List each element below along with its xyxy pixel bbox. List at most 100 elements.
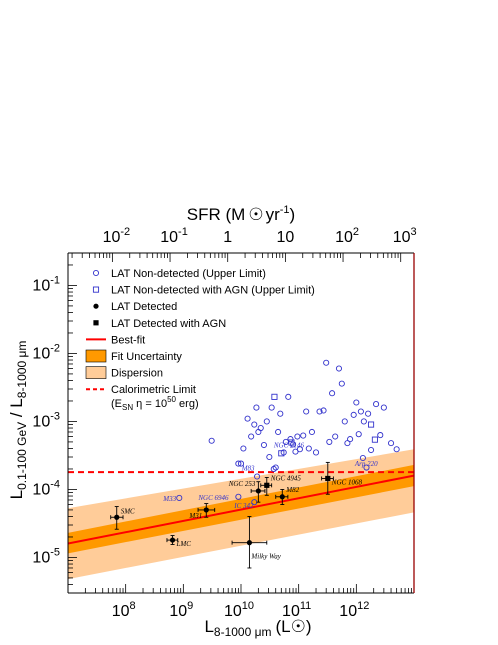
upper-limit-agn-point xyxy=(288,439,295,446)
upper-limit-point xyxy=(248,433,255,440)
legend-label: Fit Uncertainty xyxy=(111,351,182,363)
galaxy-label: NGC 4945 xyxy=(270,474,302,482)
upper-limit-point xyxy=(335,365,343,372)
upper-limit-point xyxy=(303,408,310,415)
upper-limit-point xyxy=(308,428,316,436)
x-tick-label: 1010 xyxy=(224,600,254,620)
x-axis-title: L8-1000 μm (L☉) xyxy=(204,617,311,639)
tick-exponent: 12 xyxy=(357,600,369,612)
upper-limit-point xyxy=(208,437,215,444)
tick-exponent: -1 xyxy=(50,274,60,286)
tick-base: 10 xyxy=(32,549,50,566)
top-tick-label: 1 xyxy=(223,229,232,246)
upper-limit-point xyxy=(300,432,307,439)
y-tick-label: 10-1 xyxy=(32,274,60,294)
upper-limit-point xyxy=(176,494,183,501)
note-part: η = 10 xyxy=(133,398,167,410)
legend-marker xyxy=(92,286,100,293)
upper-limit-point xyxy=(338,380,345,387)
upper-limit-point xyxy=(285,393,292,400)
axes: 108 109 1010 1011 101210-510-410-310-210-110… xyxy=(32,226,416,620)
tick-exponent: -2 xyxy=(120,226,130,238)
galaxy-label: Arp 220 xyxy=(354,460,378,468)
upper-limit-point xyxy=(380,404,387,411)
upper-limit-point xyxy=(326,438,333,445)
upper-limit-point xyxy=(305,445,312,452)
top-tick-label: 10-1 xyxy=(160,226,188,246)
upper-limit-point xyxy=(294,433,301,440)
legend-label: Best-fit xyxy=(111,334,145,346)
detected-agn-point xyxy=(325,475,331,482)
tick-exponent: 3 xyxy=(411,226,417,238)
plot-area: Arp 220 NGC 2146 M33 NGC 6946 M83 IC 342 SMC LM… xyxy=(68,359,414,580)
tick-base: 10 xyxy=(339,603,357,620)
legend-marker xyxy=(93,303,99,309)
upper-limit-point xyxy=(266,453,273,461)
upper-limit-point xyxy=(254,473,261,480)
solar-symbol: ☉ xyxy=(291,617,306,636)
galaxy-label: IC 342 xyxy=(233,502,254,510)
upper-limit-point xyxy=(260,441,267,449)
tick-exponent: -3 xyxy=(50,410,60,422)
upper-limit-point xyxy=(287,436,294,443)
legend-marker xyxy=(93,320,99,326)
upper-limit-point xyxy=(368,446,375,454)
upper-limit-point xyxy=(360,418,367,425)
top-axis-title: SFR (M ☉ yr-1) xyxy=(187,204,295,224)
tick-exponent: 10 xyxy=(242,600,254,612)
legend-marker xyxy=(85,366,107,379)
galaxy-label: NGC 6946 xyxy=(197,494,229,502)
legend-label: Dispersion xyxy=(111,368,163,380)
upper-limit-point xyxy=(347,436,354,443)
upper-limit-agn-point xyxy=(371,436,378,443)
tick-exponent: -5 xyxy=(50,546,60,558)
y-tick-label: 10-2 xyxy=(32,342,60,362)
upper-limit-point xyxy=(237,460,245,467)
tick-base: 10 xyxy=(393,229,411,246)
x-tick-label: 109 xyxy=(169,600,193,620)
upper-limit-point xyxy=(244,415,251,422)
note-exp: 50 xyxy=(167,395,176,404)
upper-limit-point xyxy=(344,440,351,447)
upper-limit-point xyxy=(253,404,260,411)
x-tick-label: 1011 xyxy=(282,600,311,620)
upper-limit-agn-point xyxy=(368,421,375,428)
tick-exponent: -2 xyxy=(50,342,60,354)
galaxy-label: M33 xyxy=(162,495,176,503)
note-part: erg) xyxy=(176,398,199,410)
tick-exponent: -4 xyxy=(50,478,60,490)
tick-exponent: 2 xyxy=(353,226,359,238)
legend-label: LAT Detected xyxy=(111,301,177,313)
upper-limit-point xyxy=(359,454,366,462)
galaxy-label: M82 xyxy=(285,486,299,494)
detected-point xyxy=(246,540,253,546)
upper-limit-point xyxy=(240,445,247,452)
top-tick-label: 10-2 xyxy=(103,226,131,246)
tick-base: 10 xyxy=(282,603,300,620)
upper-limit-point xyxy=(323,359,330,366)
tick-base: 10 xyxy=(32,413,50,430)
x-tick-label: 108 xyxy=(112,600,136,620)
upper-limit-point xyxy=(235,493,242,500)
tick-base: 10 xyxy=(160,229,178,246)
tick-base: 10 xyxy=(169,603,187,620)
tick-base: 10 xyxy=(276,229,294,246)
upper-limit-point xyxy=(251,421,258,428)
top-tick-label: 103 xyxy=(393,226,417,246)
y-tick-label: 10-4 xyxy=(32,478,60,498)
upper-limit-point xyxy=(365,410,372,417)
upper-limit-point xyxy=(277,410,284,417)
tick-base: 1 xyxy=(223,229,232,246)
note-part: (E xyxy=(111,398,122,410)
upper-limit-agn-point xyxy=(278,450,285,457)
galaxy-label: NGC 253 xyxy=(228,480,256,488)
tick-base: 10 xyxy=(335,229,353,246)
detected-point xyxy=(114,514,120,520)
upper-limit-point xyxy=(332,433,339,440)
upper-limit-point xyxy=(353,399,360,406)
tick-base: 10 xyxy=(32,277,50,294)
detected-agn-point xyxy=(264,482,270,488)
tick-base: 10 xyxy=(224,603,242,620)
upper-limit-point xyxy=(329,390,336,397)
